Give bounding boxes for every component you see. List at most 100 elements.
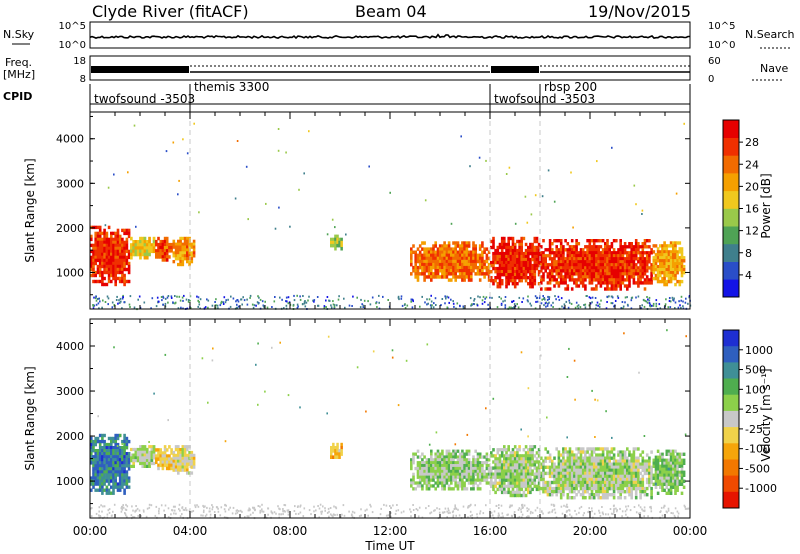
- x-tick-0: 00:00: [73, 524, 108, 538]
- velocity-echo-region-3: [172, 445, 196, 475]
- velocity-colorbar-tick-2: 100: [745, 383, 766, 396]
- power-echoes: [90, 122, 692, 311]
- velocity-colorbar-swatch-9: [723, 475, 739, 493]
- power-axes: 1000 2000 3000 4000 Slant Range [km]: [23, 112, 691, 309]
- nsky-label: N.Sky: [3, 28, 35, 41]
- station-title: Clyde River (fitACF): [92, 2, 249, 21]
- power-y-label: Slant Range [km]: [23, 158, 37, 262]
- velocity-echo-region-6: [490, 445, 541, 498]
- x-tick-6: 00:00: [673, 524, 708, 538]
- velocity-y-tick-1: 2000: [56, 430, 84, 443]
- power-echo-region-4: [330, 234, 343, 251]
- velocity-echo-region-1: [130, 445, 156, 468]
- velocity-echo-region-2: [155, 445, 173, 471]
- freq-block-0: [91, 66, 189, 73]
- power-colorbar-tick-6: 28: [745, 136, 759, 149]
- power-colorbar-tick-4: 20: [745, 180, 759, 193]
- velocity-colorbar-tick-6: -500: [745, 462, 770, 475]
- velocity-colorbar-swatch-5: [723, 410, 739, 428]
- power-echo-region-2: [155, 236, 173, 262]
- beam-title: Beam 04: [355, 2, 427, 21]
- velocity-echoes: [90, 329, 690, 520]
- date-title: 19/Nov/2015: [588, 2, 691, 21]
- nsky-frame: [89, 21, 691, 49]
- x-tick-5: 20:00: [573, 524, 608, 538]
- power-colorbar-swatch-5: [723, 190, 739, 209]
- power-colorbar-tick-1: 8: [745, 247, 752, 260]
- nsky-tick-top: 10^5: [59, 21, 86, 32]
- velocity-colorbar-swatch-4: [723, 394, 739, 412]
- power-colorbar-swatch-0: [723, 279, 739, 298]
- power-colorbar-swatch-3: [723, 226, 739, 245]
- velocity-y-tick-3: 4000: [56, 340, 84, 353]
- power-colorbar-swatch-2: [723, 243, 739, 262]
- nsky-trace: [89, 33, 690, 40]
- velocity-colorbar-swatch-2: [723, 362, 739, 379]
- power-colorbar: 4 8 12 16 20 24 28: [722, 119, 759, 298]
- x-axis-label: Time UT: [364, 539, 415, 553]
- freq-label-2: [MHz]: [3, 68, 35, 81]
- power-echo-region-6: [490, 236, 541, 289]
- power-y-tick-1: 2000: [56, 222, 84, 235]
- x-tick-2: 08:00: [273, 524, 308, 538]
- time-axis: 00:00 04:00 08:00 12:00 16:00 20:00 00:00: [73, 524, 708, 538]
- cpid-name-3: rbsp 200: [544, 80, 597, 94]
- velocity-y-label: Slant Range [km]: [23, 366, 37, 470]
- velocity-ground-scatter: [90, 329, 690, 520]
- velocity-panel: 1000 2000 3000 4000 Slant Range [km]: [23, 318, 691, 520]
- velocity-colorbar-swatch-3: [723, 378, 739, 395]
- nsearch-label: N.Search: [745, 28, 795, 41]
- velocity-colorbar-swatch-6: [723, 427, 739, 444]
- cpid-name-1: themis 3300: [194, 80, 269, 94]
- velocity-colorbar-swatch-1: [723, 346, 739, 363]
- velocity-y-tick-0: 1000: [56, 475, 84, 488]
- power-colorbar-swatch-9: [723, 120, 739, 138]
- freq-traces: [91, 65, 690, 73]
- velocity-frame: [89, 318, 691, 519]
- power-colorbar-tick-0: 4: [745, 269, 752, 282]
- velocity-colorbar-swatch-7: [723, 443, 739, 460]
- velocity-colorbar: 1000 500 100 25 -25 -100 -500 -1000: [722, 329, 777, 509]
- power-echo-region-1: [130, 236, 156, 260]
- velocity-colorbar-swatch-0: [723, 330, 739, 347]
- freq-panel: Freq. [MHz] 18 8 60 0 Nave: [3, 55, 788, 85]
- velocity-colorbar-swatch-10: [723, 491, 739, 509]
- cpid-name-2: twofsound -3503: [494, 92, 595, 106]
- power-echo-region-8: [652, 241, 686, 287]
- power-frame: [89, 111, 691, 310]
- power-echo-region-7: [540, 239, 653, 291]
- velocity-echo-region-4: [330, 442, 343, 459]
- nsky-tick-bottom: 10^0: [59, 40, 86, 51]
- power-colorbar-swatch-1: [723, 261, 739, 280]
- power-colorbar-tick-3: 16: [745, 203, 759, 216]
- power-colorbar-label: Power [dB]: [759, 173, 773, 238]
- velocity-echo-region-8: [652, 449, 686, 495]
- nave-tick-top: 60: [708, 56, 721, 67]
- power-echo-region-3: [172, 236, 196, 267]
- velocity-axes: 1000 2000 3000 4000 Slant Range [km]: [23, 319, 691, 518]
- power-panel: 1000 2000 3000 4000 Slant Range [km]: [23, 111, 692, 311]
- velocity-echo-region-5: [410, 449, 491, 491]
- power-y-tick-3: 4000: [56, 133, 84, 146]
- velocity-echo-region-7: [540, 447, 653, 500]
- velocity-colorbar-tick-3: 25: [745, 403, 759, 416]
- nsearch-tick-top: 10^5: [708, 21, 735, 32]
- freq-tick-bottom: 8: [80, 74, 86, 85]
- cpid-name-0: twofsound -3503: [94, 92, 195, 106]
- nave-tick-bottom: 0: [708, 74, 714, 85]
- x-tick-3: 12:00: [373, 524, 408, 538]
- power-colorbar-tick-2: 12: [745, 225, 759, 238]
- power-colorbar-swatch-7: [723, 155, 739, 174]
- velocity-echo-region-0: [90, 433, 131, 495]
- power-echo-region-5: [410, 241, 491, 282]
- velocity-colorbar-tick-4: -25: [745, 423, 763, 436]
- freq-frame: [89, 55, 691, 81]
- freq-label-1: Freq.: [5, 56, 32, 69]
- power-y-tick-0: 1000: [56, 266, 84, 279]
- freq-tick-top: 18: [73, 56, 86, 67]
- power-colorbar-swatch-8: [723, 137, 739, 156]
- power-y-tick-2: 3000: [56, 177, 84, 190]
- x-tick-4: 16:00: [473, 524, 508, 538]
